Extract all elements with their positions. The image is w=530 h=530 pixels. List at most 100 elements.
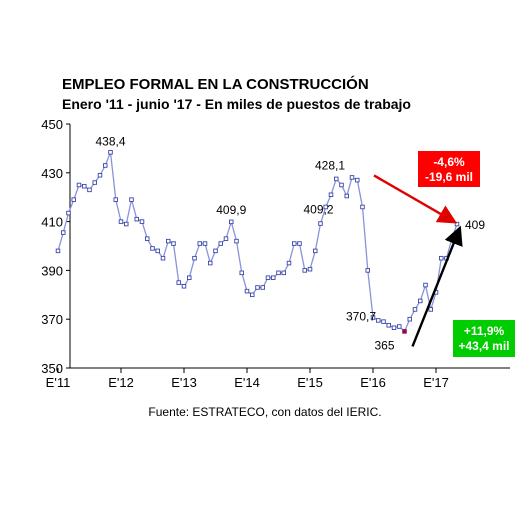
series-line	[57, 152, 458, 333]
y-tick-label: 370	[41, 312, 63, 327]
data-point	[165, 238, 171, 244]
data-point	[113, 197, 118, 202]
data-point	[76, 182, 82, 188]
data-point	[307, 266, 313, 272]
x-tick-label: E'16	[360, 375, 386, 390]
data-label: 438,4	[95, 134, 125, 148]
x-tick-label: E'15	[297, 375, 323, 390]
chart-title: EMPLEO FORMAL EN LA CONSTRUCCIÓN	[62, 76, 369, 93]
data-point	[197, 241, 202, 246]
data-label: 365	[374, 338, 394, 352]
data-point	[349, 175, 355, 180]
data-label: 409,9	[216, 203, 246, 217]
data-point	[139, 219, 145, 224]
y-tick-label: 390	[41, 263, 63, 278]
y-tick-label: 450	[41, 117, 63, 132]
data-point	[213, 248, 218, 254]
decline-arrow	[373, 174, 458, 224]
data-point	[202, 241, 208, 246]
increase-callout: +11,9%+43,4 mil	[453, 320, 515, 357]
data-point	[412, 307, 418, 312]
data-point	[397, 324, 402, 329]
data-point	[234, 238, 239, 244]
data-point	[391, 325, 397, 330]
data-point	[186, 275, 192, 280]
y-tick-label: 430	[41, 166, 63, 181]
data-point	[276, 270, 281, 276]
chart-callouts: -4,6%-19,6 mil +11,9%+43,4 mil	[373, 151, 515, 357]
data-point	[360, 204, 365, 210]
decline-callout: -4,6%-19,6 mil	[418, 151, 480, 187]
data-point	[239, 270, 244, 276]
chart-series	[55, 150, 460, 334]
decline-label: -19,6 mil	[425, 170, 473, 184]
data-point	[454, 221, 460, 227]
data-point	[118, 219, 124, 224]
data-point	[302, 268, 308, 273]
data-point	[102, 163, 108, 168]
data-point	[244, 288, 250, 294]
data-point	[223, 236, 229, 241]
data-point	[318, 221, 323, 226]
data-point	[344, 193, 350, 199]
data-label: 370,7	[346, 309, 376, 323]
y-tick-label: 350	[41, 361, 63, 376]
data-point	[66, 210, 71, 216]
chart-subtitle: Enero '11 - junio '17 - En miles de pues…	[62, 96, 411, 112]
data-point	[218, 241, 223, 246]
x-tick-label: E'11	[46, 375, 71, 390]
data-point	[292, 241, 297, 246]
data-point	[71, 197, 76, 202]
increase-label: +43,4 mil	[458, 339, 509, 353]
data-point	[255, 285, 260, 290]
data-point	[192, 255, 197, 261]
decline-box	[418, 151, 480, 187]
data-label: 409,2	[303, 203, 333, 217]
data-point	[381, 319, 386, 324]
data-point	[160, 255, 166, 261]
data-point	[265, 275, 271, 280]
data-label: 409	[465, 218, 485, 232]
data-point	[92, 180, 97, 185]
data-point	[449, 236, 455, 241]
data-label: 428,1	[315, 158, 345, 172]
x-tick-label: E'13	[171, 375, 197, 390]
data-point	[150, 246, 155, 251]
data-point	[181, 284, 187, 289]
min-point-marker	[402, 329, 407, 334]
data-point	[171, 241, 176, 246]
data-point	[370, 315, 376, 320]
data-point	[61, 230, 66, 235]
chart-source: Fuente: ESTRATECO, con datos del IERIC.	[148, 405, 382, 419]
data-point	[355, 177, 360, 183]
data-point	[313, 248, 318, 254]
data-point	[87, 187, 92, 193]
y-tick-label: 410	[41, 215, 63, 230]
data-point	[339, 182, 344, 188]
increase-label: +11,9%	[464, 324, 505, 338]
x-tick-label: E'17	[423, 375, 449, 390]
data-point	[123, 221, 129, 227]
chart-axes: 350 370 390 410 430 450 E'11 E'12 E'13 E'14 E'15 E'…	[41, 117, 510, 390]
data-point	[386, 323, 392, 328]
data-point	[376, 318, 381, 323]
data-point	[418, 298, 423, 304]
decline-label: -4,6%	[433, 155, 465, 169]
data-point	[55, 248, 61, 254]
data-point	[323, 204, 329, 210]
data-point	[365, 268, 371, 273]
increase-box	[453, 320, 515, 357]
x-tick-label: E'12	[108, 375, 134, 390]
data-point	[176, 280, 181, 285]
data-point	[286, 260, 292, 266]
x-tick-label: E'14	[234, 375, 260, 390]
data-point	[260, 285, 266, 290]
data-point	[297, 241, 302, 246]
data-point	[428, 307, 434, 312]
data-point	[334, 176, 339, 182]
data-point	[134, 216, 139, 222]
data-point	[129, 197, 134, 202]
data-point	[423, 282, 428, 288]
data-point	[207, 260, 213, 266]
